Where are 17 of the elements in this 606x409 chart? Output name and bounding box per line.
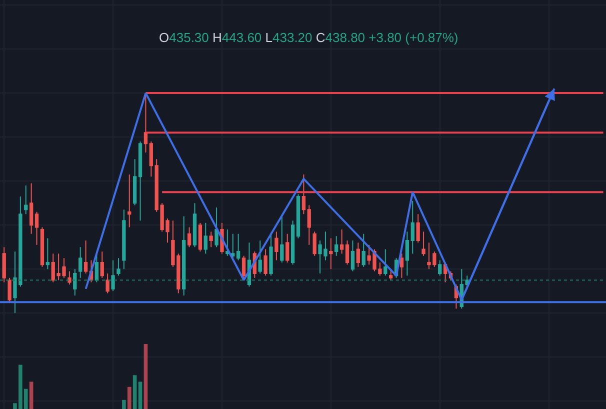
bar (138, 382, 142, 409)
candlestick (46, 238, 50, 270)
candlestick (34, 211, 39, 246)
bar (132, 375, 137, 409)
candlestick (78, 246, 82, 278)
candlestick (8, 277, 12, 303)
bar (29, 382, 34, 409)
candlestick (68, 270, 72, 285)
candlestick (73, 268, 77, 296)
bar (122, 400, 126, 409)
candlestick (40, 226, 44, 268)
bar (144, 344, 148, 409)
candlestick (2, 246, 6, 283)
bar (127, 386, 132, 409)
text: O435.30 H443.60 L433.20 C438.80 +3.80 (+0.87%) (159, 30, 458, 45)
candlestick (24, 184, 28, 215)
candlestick (29, 182, 34, 234)
